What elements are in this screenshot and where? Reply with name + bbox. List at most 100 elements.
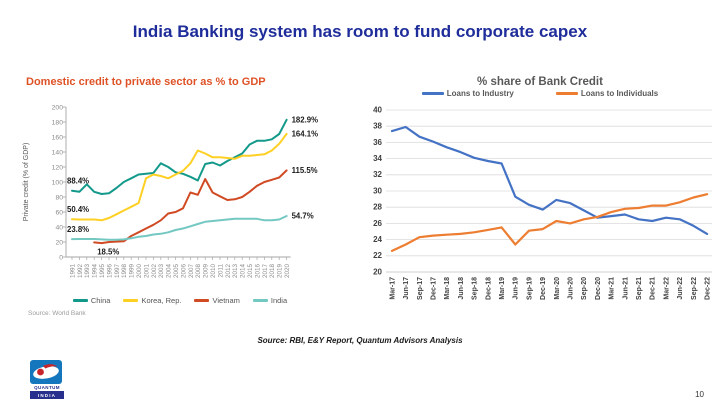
slide-source-note: Source: RBI, E&Y Report, Quantum Advisor… <box>257 336 463 345</box>
start-data-label: 18.5% <box>97 247 119 256</box>
x-tick-label: 2007 <box>188 264 195 279</box>
legend-label: Korea, Rep. <box>141 296 182 305</box>
x-tick-label: Dec-22 <box>705 277 712 300</box>
x-tick-label: Jun-18 <box>458 277 465 300</box>
legend-label: Vietnam <box>212 296 240 305</box>
bank-credit-share-panel: % share of Bank Credit Loans to Industry… <box>362 76 718 312</box>
x-tick-label: 2010 <box>210 264 217 279</box>
x-tick-label: 2012 <box>225 264 232 279</box>
legend-line-swatch <box>194 299 210 302</box>
x-tick-label: 2003 <box>158 264 165 279</box>
quantum-logo: QUANTUM INDIA <box>30 360 64 399</box>
legend-item-china: China <box>72 296 111 305</box>
logo-india-label: INDIA <box>30 391 64 399</box>
y-tick-label: 60 <box>55 209 63 216</box>
x-tick-label: Dec-21 <box>650 277 657 300</box>
x-tick-label: Mar-18 <box>444 277 451 300</box>
y-tick-label: 180 <box>52 119 64 126</box>
x-tick-label: 2020 <box>284 264 291 279</box>
legend: China Korea, Rep. Vietnam India <box>20 296 340 305</box>
y-tick-label: 24 <box>373 235 382 244</box>
x-tick-label: Mar-19 <box>499 277 506 300</box>
y-tick-label: 20 <box>55 239 63 246</box>
x-tick-label: Jun-19 <box>513 277 520 300</box>
x-tick-label: Sep-17 <box>417 277 424 300</box>
series-line-China <box>71 118 288 195</box>
end-data-label: 182.9% <box>292 115 319 124</box>
x-tick-label: Mar-21 <box>609 277 616 300</box>
x-tick-label: Dec-20 <box>595 277 602 300</box>
y-tick-label: 200 <box>52 104 64 111</box>
start-data-label: 88.4% <box>67 177 89 186</box>
legend-label: China <box>90 296 111 305</box>
legend-label: Loans to Industry <box>446 89 514 98</box>
logo-name: QUANTUM <box>34 385 60 390</box>
legend-line-swatch <box>555 92 578 95</box>
x-tick-label: Mar-22 <box>663 277 670 300</box>
x-tick-label: Jun-22 <box>677 277 684 300</box>
y-tick-label: 32 <box>373 170 382 179</box>
y-tick-label: 140 <box>52 149 64 156</box>
legend-line-swatch <box>72 299 88 302</box>
y-tick-label: 38 <box>373 122 382 131</box>
y-tick-label: 40 <box>55 224 63 231</box>
y-tick-label: 22 <box>373 251 382 260</box>
x-tick-label: 2013 <box>232 264 239 279</box>
x-tick-label: 1994 <box>92 264 99 279</box>
y-tick-label: 36 <box>373 138 382 147</box>
legend-item-india: India <box>252 296 288 305</box>
series-line-Vietnam <box>93 169 288 245</box>
x-tick-label: 2018 <box>269 264 276 279</box>
y-tick-label: 20 <box>373 267 382 276</box>
x-tick-label: Sep-20 <box>581 277 588 300</box>
y-tick-label: 26 <box>373 219 382 228</box>
series-line-Korea, Rep. <box>71 132 288 222</box>
legend-label: India <box>270 296 288 305</box>
legend-line-swatch <box>252 299 268 302</box>
series-line-Loans to Industry <box>390 125 709 235</box>
legend-item-vietnam: Vietnam <box>194 296 240 305</box>
end-data-label: 54.7% <box>292 211 314 220</box>
logo-mark-icon <box>30 360 62 384</box>
legend-item-korea: Korea, Rep. <box>123 296 181 305</box>
x-tick-label: Sep-21 <box>636 277 643 300</box>
x-tick-label: Dec-17 <box>431 277 438 300</box>
x-tick-label: 2004 <box>166 264 173 279</box>
x-tick-label: 2005 <box>173 264 180 279</box>
x-tick-label: 2008 <box>195 264 202 279</box>
y-tick-label: 0 <box>59 254 63 261</box>
chart-title: % share of Bank Credit <box>477 76 603 88</box>
y-tick-label: 120 <box>52 164 64 171</box>
x-tick-label: Dec-19 <box>540 277 547 300</box>
domestic-credit-panel: Domestic credit to private sector as % t… <box>20 76 340 317</box>
x-tick-label: 1997 <box>114 264 121 279</box>
legend: Loans to Industry Loans to Individuals <box>362 89 718 98</box>
legend-line-swatch <box>421 92 444 95</box>
y-tick-label: 28 <box>373 203 382 212</box>
x-tick-label: 2017 <box>262 264 269 279</box>
x-tick-label: 2001 <box>143 264 150 279</box>
x-tick-label: Jun-17 <box>403 277 410 300</box>
legend-item-loans-to-individuals: Loans to Individuals <box>555 89 658 98</box>
x-tick-label: 1991 <box>69 264 76 279</box>
x-tick-label: Dec-18 <box>485 277 492 300</box>
y-tick-label: 40 <box>373 105 382 114</box>
y-axis-title: Private credit (% of GDP) <box>23 143 30 222</box>
start-data-label: 23.8% <box>67 225 89 234</box>
x-tick-label: Sep-19 <box>526 277 533 300</box>
end-data-label: 115.5% <box>292 166 318 175</box>
x-tick-label: 2000 <box>136 264 143 279</box>
series-line-Loans to Individuals <box>390 193 709 252</box>
x-tick-label: 1999 <box>129 264 136 279</box>
legend-line-swatch <box>123 299 139 302</box>
legend-item-loans-to-industry: Loans to Industry <box>421 89 514 98</box>
series-line-India <box>71 215 288 241</box>
y-tick-label: 34 <box>373 154 382 163</box>
x-tick-label: 2011 <box>217 264 224 278</box>
y-tick-label: 30 <box>373 186 382 195</box>
chart-title: Domestic credit to private sector as % t… <box>26 76 266 88</box>
x-tick-label: Sep-18 <box>472 277 479 300</box>
page-number: 10 <box>695 390 704 399</box>
